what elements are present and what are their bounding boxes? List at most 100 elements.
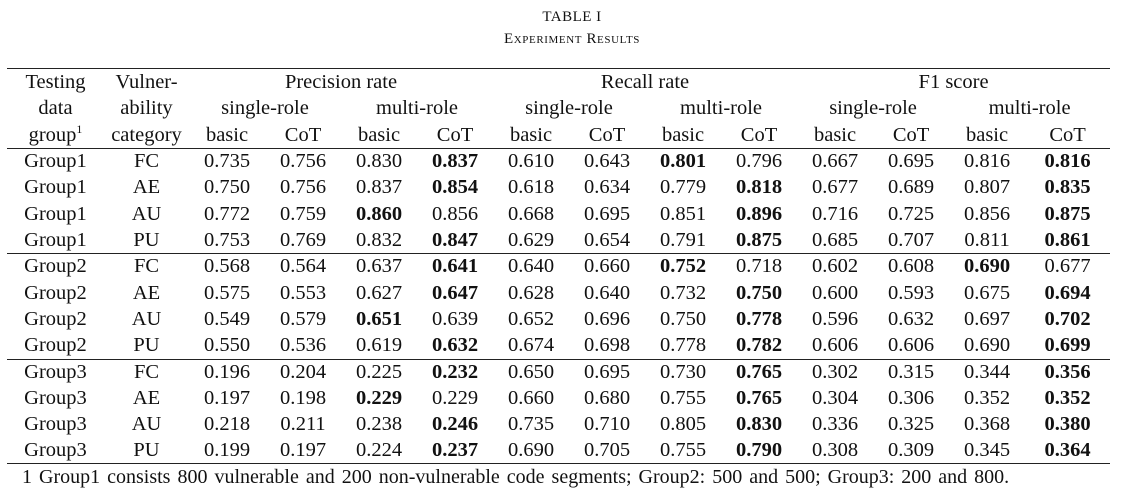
value-cell: 0.710 (583, 413, 631, 436)
header-recall-rate: Recall rate (600, 70, 690, 93)
group-cell: Group1 (24, 176, 87, 199)
value-cell: 0.696 (583, 307, 631, 330)
value-cell: 0.225 (355, 360, 403, 383)
value-cell: 0.782 (735, 334, 783, 357)
value-cell: 0.750 (659, 307, 707, 330)
category-cell: AE (132, 176, 161, 199)
value-cell: 0.536 (279, 334, 327, 357)
group-cell: Group3 (24, 360, 87, 383)
category-cell: PU (133, 334, 160, 357)
value-cell: 0.643 (583, 150, 631, 173)
value-cell: 0.835 (1044, 176, 1091, 199)
value-cell: 0.779 (659, 176, 707, 199)
value-cell: 0.851 (659, 202, 707, 225)
value-cell: 0.634 (583, 176, 631, 199)
value-cell: 0.695 (583, 202, 631, 225)
value-cell: 0.368 (963, 413, 1011, 436)
value-cell: 0.778 (659, 334, 707, 357)
value-cell: 0.707 (887, 229, 935, 252)
value-cell: 0.237 (431, 439, 479, 462)
value-cell: 0.837 (431, 150, 479, 173)
value-cell: 0.660 (507, 386, 555, 409)
value-cell: 0.336 (811, 413, 859, 436)
value-cell: 0.640 (583, 281, 631, 304)
category-cell: PU (133, 439, 160, 462)
value-cell: 0.308 (811, 439, 859, 462)
header-data: data (38, 97, 73, 120)
value-cell: 0.750 (735, 281, 783, 304)
value-cell: 0.680 (583, 386, 631, 409)
category-cell: AU (131, 307, 162, 330)
value-cell: 0.356 (1044, 360, 1091, 383)
category-cell: FC (133, 360, 160, 383)
group-cell: Group2 (24, 334, 87, 357)
group-cell: Group2 (24, 255, 87, 278)
value-cell: 0.628 (507, 281, 555, 304)
value-cell: 0.830 (735, 413, 783, 436)
value-cell: 0.632 (887, 307, 935, 330)
value-cell: 0.197 (279, 439, 327, 462)
value-cell: 0.232 (431, 360, 479, 383)
table-row: Group1 AE 0.750 0.756 0.837 0.854 0.618 0.634 0.… (7, 175, 1110, 201)
value-cell: 0.309 (887, 439, 935, 462)
category-cell: AE (132, 281, 161, 304)
value-cell: 0.304 (811, 386, 859, 409)
value-cell: 0.675 (963, 281, 1011, 304)
value-cell: 0.627 (355, 281, 403, 304)
value-cell: 0.641 (431, 255, 479, 278)
table-row: Group2 AU 0.549 0.579 0.651 0.639 0.652 0.696 0.… (7, 306, 1110, 332)
value-cell: 0.204 (279, 360, 327, 383)
value-cell: 0.765 (735, 360, 783, 383)
header-vulner: Vulner- (115, 70, 178, 93)
value-cell: 0.553 (279, 281, 327, 304)
category-cell: AU (131, 413, 162, 436)
value-cell: 0.832 (355, 229, 403, 252)
value-cell: 0.697 (963, 307, 1011, 330)
value-cell: 0.229 (431, 386, 479, 409)
header-testing: Testing (25, 70, 86, 93)
value-cell: 0.698 (583, 334, 631, 357)
value-cell: 0.765 (735, 386, 783, 409)
value-cell: 0.755 (659, 386, 707, 409)
value-cell: 0.564 (279, 255, 327, 278)
value-cell: 0.716 (811, 202, 859, 225)
table-row: Group3 AE 0.197 0.198 0.229 0.229 0.660 0.680 0.… (7, 385, 1110, 411)
table-row: Group1 PU 0.753 0.769 0.832 0.847 0.629 0.654 0.… (7, 227, 1110, 253)
group-cell: Group3 (24, 439, 87, 462)
value-cell: 0.732 (659, 281, 707, 304)
header-precision-multi-role: multi-role (376, 97, 458, 120)
value-cell: 0.639 (431, 307, 479, 330)
value-cell: 0.238 (355, 413, 403, 436)
table-title: Experiment Results (504, 31, 640, 47)
value-cell: 0.694 (1044, 281, 1091, 304)
value-cell: 0.619 (355, 334, 403, 357)
category-cell: FC (133, 255, 160, 278)
value-cell: 0.735 (203, 150, 251, 173)
value-cell: 0.750 (203, 176, 251, 199)
value-cell: 0.896 (735, 202, 783, 225)
header-precision-single-role: single-role (221, 97, 309, 120)
header-method: CoT (740, 123, 778, 146)
group-cell: Group2 (24, 307, 87, 330)
value-cell: 0.568 (203, 255, 251, 278)
value-cell: 0.816 (1044, 150, 1091, 173)
value-cell: 0.674 (507, 334, 555, 357)
value-cell: 0.796 (735, 150, 783, 173)
header-recall-single-role: single-role (525, 97, 613, 120)
value-cell: 0.325 (887, 413, 935, 436)
value-cell: 0.778 (735, 307, 783, 330)
value-cell: 0.667 (811, 150, 859, 173)
value-cell: 0.837 (355, 176, 403, 199)
value-cell: 0.811 (964, 229, 1010, 252)
table-row: Group2 AE 0.575 0.553 0.627 0.647 0.628 0.640 0.… (7, 280, 1110, 306)
value-cell: 0.640 (507, 255, 555, 278)
value-cell: 0.854 (431, 176, 479, 199)
header-method: basic (357, 123, 401, 146)
value-cell: 0.790 (735, 439, 783, 462)
value-cell: 0.352 (963, 386, 1011, 409)
value-cell: 0.650 (507, 360, 555, 383)
value-cell: 0.596 (811, 307, 859, 330)
value-cell: 0.606 (887, 334, 935, 357)
value-cell: 0.579 (279, 307, 327, 330)
value-cell: 0.602 (811, 255, 859, 278)
